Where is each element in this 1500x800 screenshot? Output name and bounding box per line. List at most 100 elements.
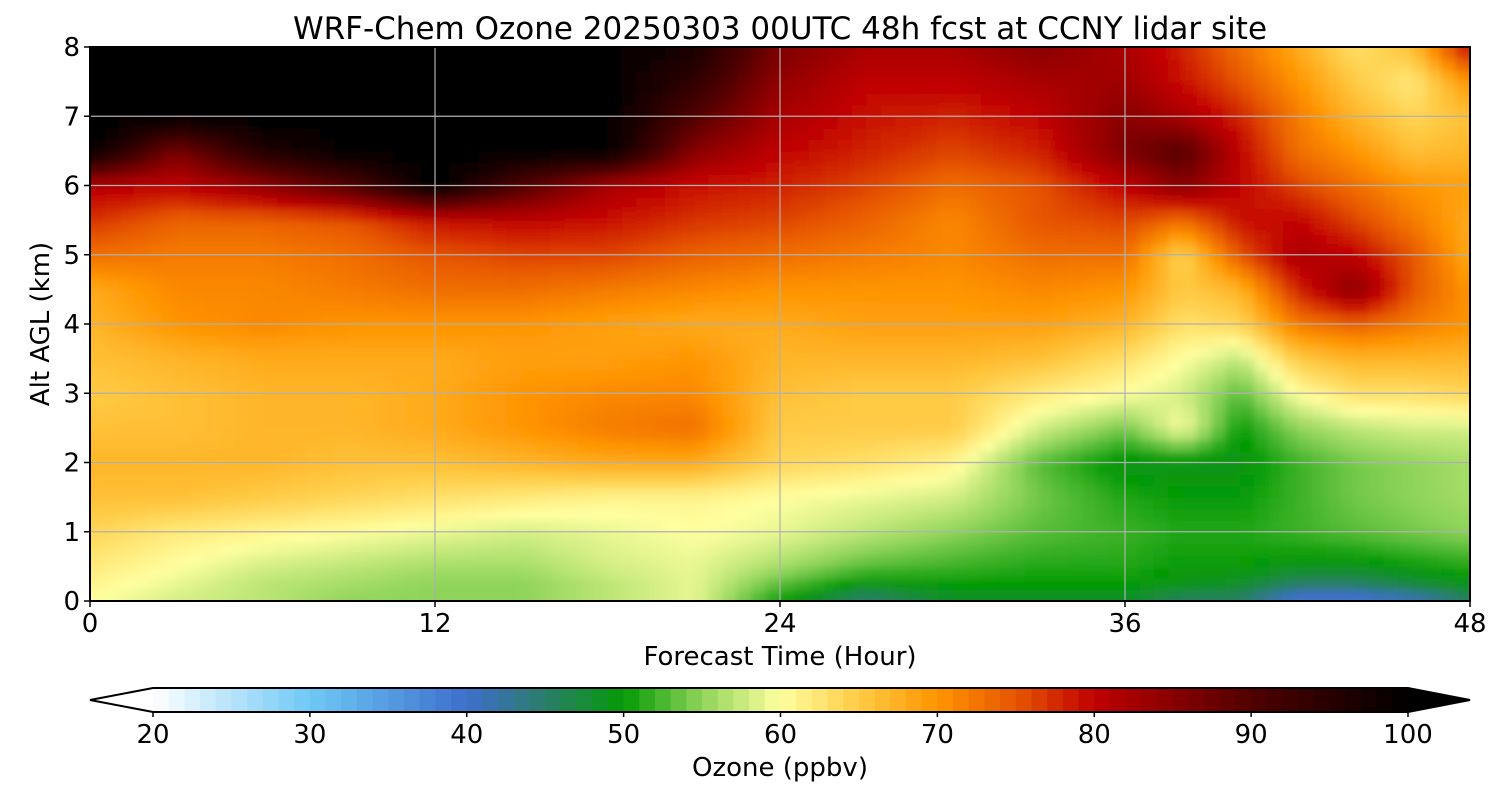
field-cell: [808, 185, 824, 198]
field-cell: [650, 347, 666, 360]
field-cell: [1254, 266, 1270, 279]
field-cell: [1168, 508, 1184, 522]
field-cell: [348, 520, 364, 533]
field-cell: [363, 589, 379, 601]
field-cell: [880, 185, 896, 198]
field-cell: [435, 324, 451, 337]
field-cell: [1254, 474, 1270, 487]
field-cell: [435, 370, 451, 383]
field-cell: [291, 416, 307, 429]
field-cell: [205, 520, 221, 533]
field-cell: [1125, 474, 1141, 487]
field-cell: [1053, 577, 1069, 591]
field-cell: [866, 185, 882, 198]
field-cell: [1340, 335, 1356, 348]
field-cell: [104, 150, 120, 164]
field-cell: [118, 185, 134, 198]
field-cell: [794, 439, 810, 452]
field-cell: [190, 139, 206, 152]
field-cell: [1024, 47, 1040, 60]
field-cell: [248, 577, 264, 591]
field-cell: [262, 116, 278, 129]
field-cell: [118, 70, 134, 83]
field-cell: [564, 116, 580, 129]
field-cell: [1412, 520, 1428, 533]
field-cell: [808, 485, 824, 498]
field-cell: [90, 127, 106, 141]
field-cell: [1240, 324, 1256, 337]
field-cell: [463, 185, 479, 198]
field-cell: [938, 543, 954, 556]
field-cell: [1369, 485, 1385, 498]
field-cell: [895, 589, 911, 601]
field-cell: [233, 173, 249, 187]
field-cell: [1053, 300, 1069, 314]
field-cell: [1240, 485, 1256, 498]
field-cell: [1211, 93, 1227, 106]
field-cell: [276, 162, 293, 175]
field-cell: [995, 312, 1011, 325]
field-cell: [492, 47, 508, 60]
field-cell: [262, 577, 278, 591]
field-cell: [578, 266, 594, 279]
field-cell: [190, 47, 206, 60]
field-cell: [1125, 150, 1141, 164]
field-cell: [363, 474, 379, 487]
field-cell: [1225, 197, 1241, 210]
field-cell: [133, 577, 149, 591]
field-cell: [1412, 116, 1428, 129]
field-cell: [1455, 173, 1470, 187]
field-cell: [1383, 208, 1399, 221]
field-cell: [190, 520, 206, 533]
field-cell: [909, 312, 925, 325]
field-cell: [420, 162, 436, 175]
field-cell: [90, 139, 106, 152]
field-cell: [464, 601, 479, 613]
field-cell: [276, 508, 293, 522]
field-cell: [1268, 566, 1284, 579]
field-cell: [981, 427, 997, 441]
field-cell: [406, 127, 422, 141]
field-cell: [248, 358, 264, 371]
field-cell: [334, 450, 350, 464]
field-cell: [506, 324, 523, 337]
field-cell: [837, 104, 853, 118]
field-cell: [578, 324, 594, 337]
field-cell: [463, 531, 479, 545]
field-cell: [262, 450, 278, 464]
field-cell: [995, 566, 1011, 579]
field-cell: [823, 47, 839, 60]
field-cell: [118, 335, 134, 348]
field-cell: [722, 393, 738, 406]
field-cell: [161, 254, 178, 268]
field-cell: [1383, 116, 1399, 129]
field-cell: [377, 427, 393, 441]
field-cell: [578, 254, 594, 268]
field-cell: [1455, 289, 1470, 302]
field-cell: [147, 404, 163, 418]
field-cell: [1254, 277, 1270, 291]
field-cell: [305, 93, 321, 106]
field-cell: [420, 520, 436, 533]
field-cell: [722, 150, 738, 164]
field-cell: [305, 197, 321, 210]
field-cell: [1326, 70, 1342, 83]
field-cell: [1355, 173, 1371, 187]
field-cell: [1426, 416, 1443, 429]
field-cell: [981, 58, 997, 71]
y-tick-label: 2: [63, 449, 80, 479]
field-cell: [1024, 543, 1040, 556]
field-cell: [234, 601, 249, 613]
field-cell: [765, 543, 781, 556]
field-cell: [1326, 416, 1342, 429]
field-cell: [1355, 485, 1371, 498]
field-cell: [1297, 358, 1313, 371]
field-cell: [1326, 173, 1342, 187]
field-cell: [1225, 335, 1241, 348]
field-cell: [1326, 324, 1342, 337]
field-cell: [636, 277, 652, 291]
field-cell: [1153, 370, 1169, 383]
field-cell: [995, 358, 1011, 371]
field-cell: [621, 93, 638, 106]
field-cell: [449, 277, 465, 291]
